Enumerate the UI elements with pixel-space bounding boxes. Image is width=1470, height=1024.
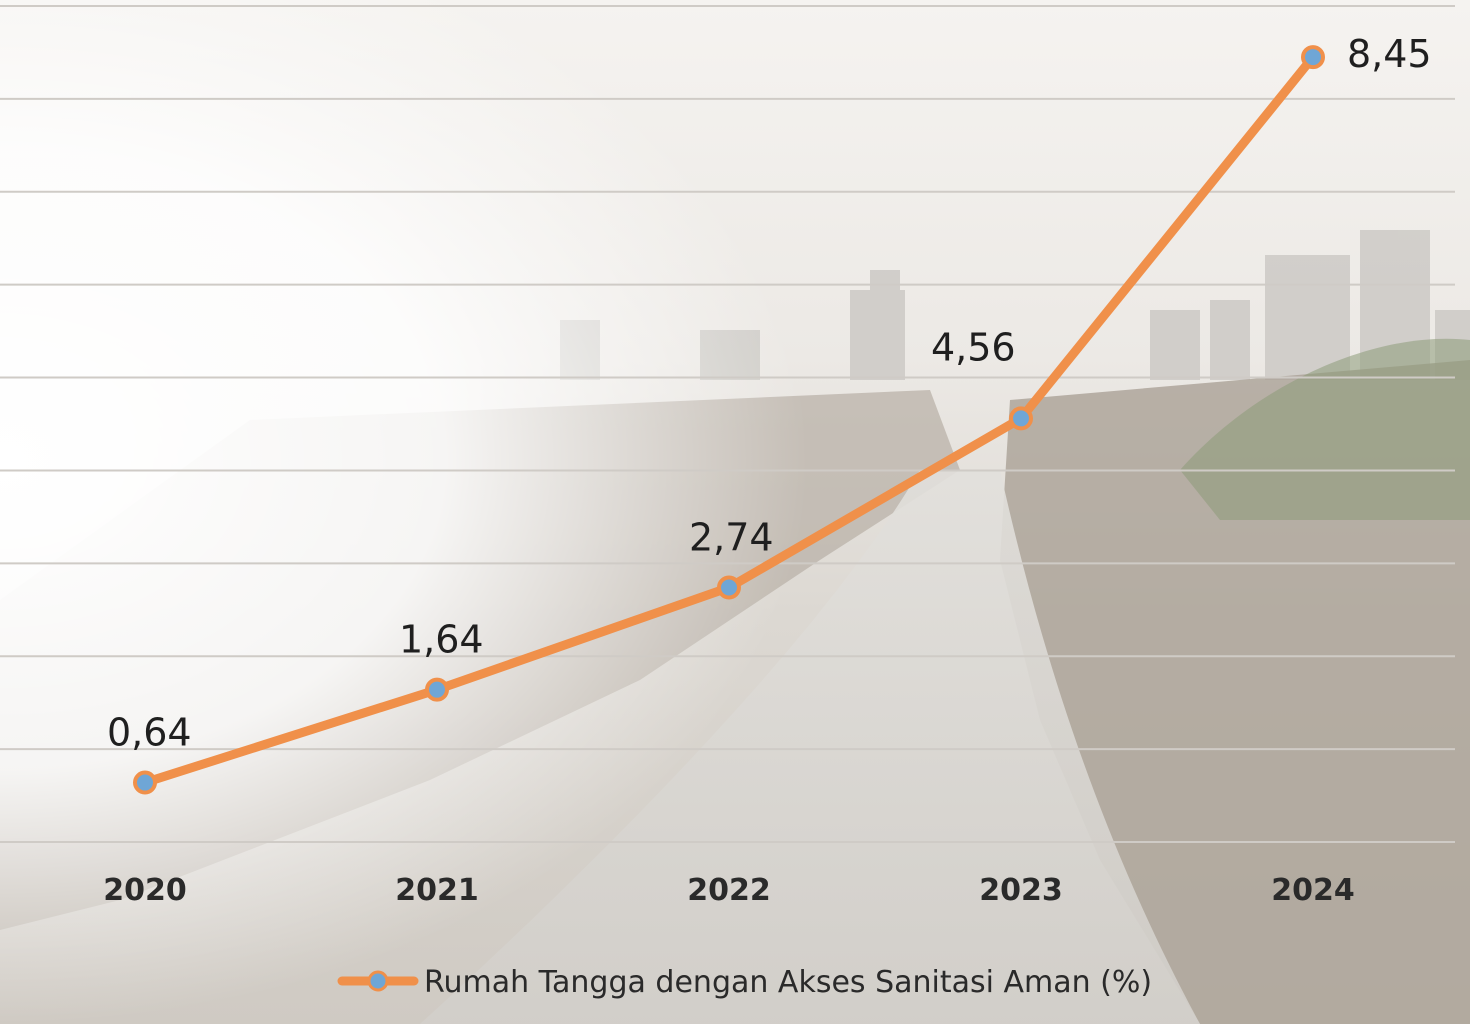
data-point [133,770,157,795]
x-tick-label: 2022 [687,873,771,908]
data-label: 0,64 [107,711,192,755]
legend-marker-swatch [367,970,389,992]
data-labels: 0,64 1,64 2,74 4,56 8,45 [107,32,1432,754]
data-label: 8,45 [1347,32,1432,76]
grid-lines [0,5,1455,843]
series-layer [133,45,1325,795]
data-label: 2,74 [689,515,774,559]
data-point [425,677,449,702]
data-label: 4,56 [931,325,1016,369]
data-label: 1,64 [399,618,484,662]
x-tick-label: 2020 [103,873,187,908]
legend: Rumah Tangga dengan Akses Sanitasi Aman … [337,965,1152,1000]
data-point [1301,45,1325,70]
x-tick-label: 2021 [395,873,479,908]
data-point [1009,406,1033,431]
legend-label: Rumah Tangga dengan Akses Sanitasi Aman … [424,965,1152,1000]
data-point [717,575,741,600]
x-axis-labels: 2020 2021 2022 2023 2024 [103,873,1355,908]
x-tick-label: 2024 [1271,873,1355,908]
x-tick-label: 2023 [979,873,1063,908]
